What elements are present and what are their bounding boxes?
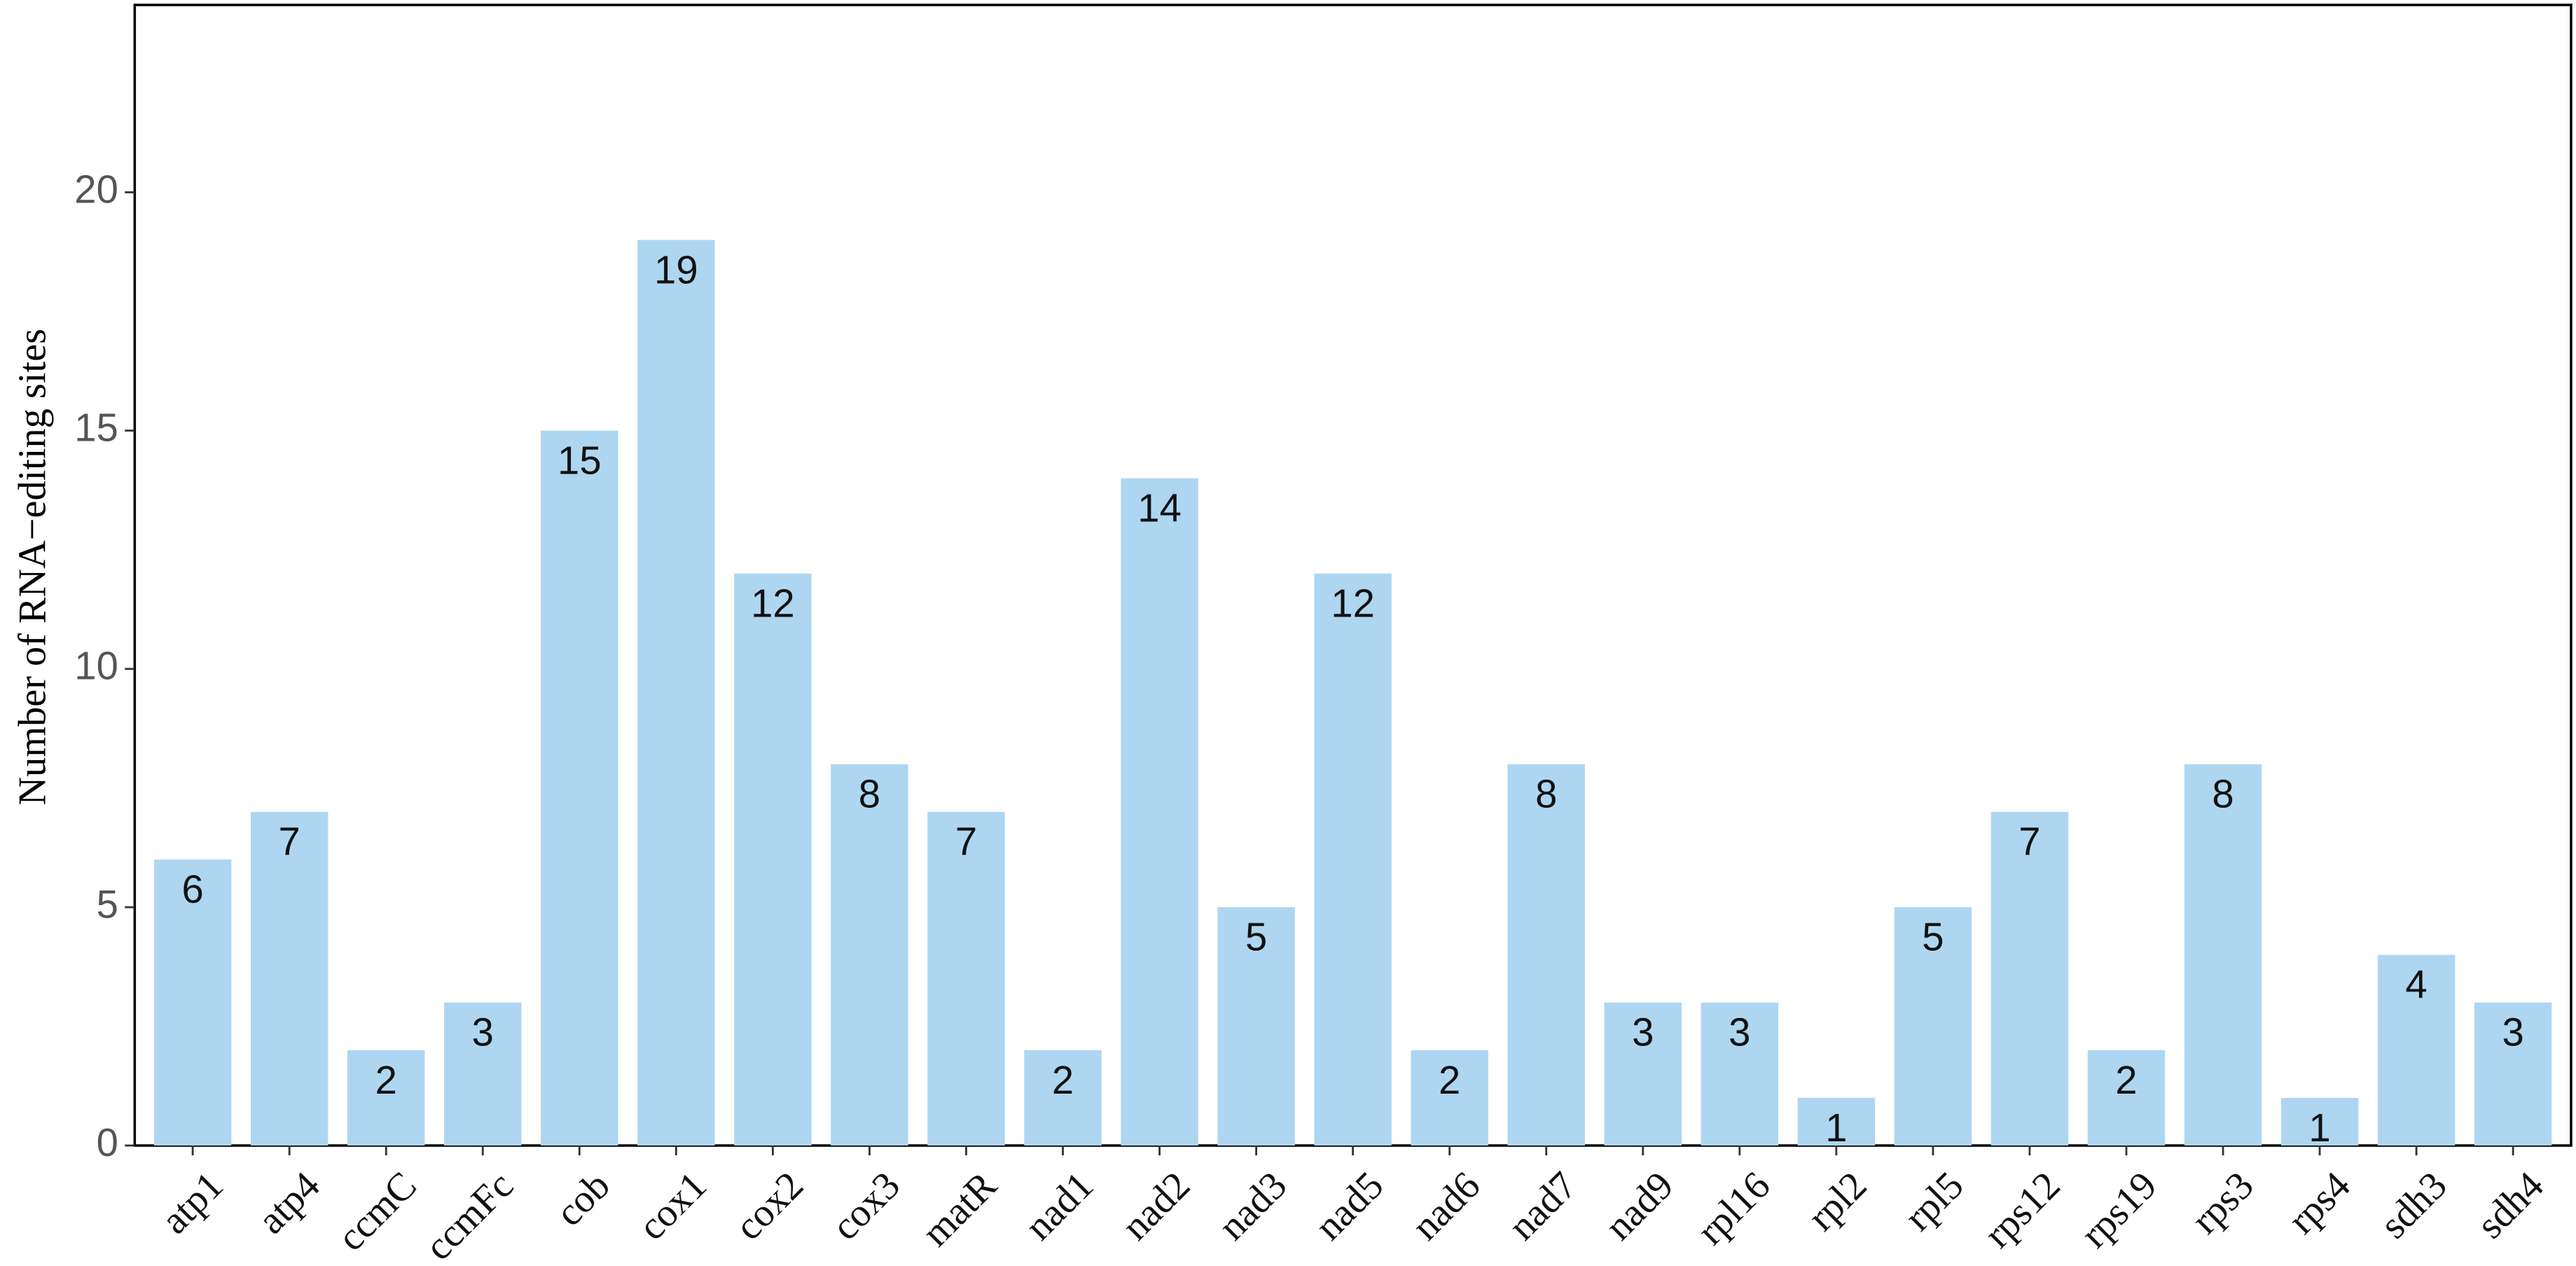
bar-value-label: 6 bbox=[182, 867, 204, 911]
x-tick-label: nad3 bbox=[1210, 1164, 1295, 1248]
bar-value-label: 8 bbox=[2212, 772, 2234, 816]
bar bbox=[927, 811, 1005, 1146]
bar bbox=[1797, 1098, 1876, 1146]
x-tick-label: rpl2 bbox=[1800, 1164, 1876, 1239]
bar-value-label: 19 bbox=[654, 247, 698, 291]
bar-value-label: 14 bbox=[1137, 486, 1182, 530]
x-tick-label: nad9 bbox=[1597, 1164, 1682, 1248]
bar bbox=[1604, 1002, 1682, 1146]
x-tick-label: rps19 bbox=[2072, 1164, 2165, 1256]
x-tick-label: cox2 bbox=[727, 1164, 812, 1248]
x-tick-label: nad2 bbox=[1114, 1164, 1198, 1248]
bar bbox=[734, 573, 812, 1146]
bar bbox=[2087, 1050, 2166, 1146]
bar bbox=[1507, 764, 1585, 1146]
x-tick-label: nad1 bbox=[1017, 1164, 1102, 1248]
bar-value-label: 3 bbox=[472, 1010, 494, 1054]
bar bbox=[637, 240, 715, 1146]
bar bbox=[831, 764, 908, 1146]
y-tick-label: 15 bbox=[74, 405, 118, 449]
bar bbox=[2280, 1098, 2359, 1146]
bar bbox=[2184, 764, 2262, 1146]
bar-value-label: 8 bbox=[859, 772, 880, 816]
bar-value-label: 12 bbox=[1331, 581, 1375, 625]
bar bbox=[1894, 907, 1972, 1146]
bar-value-label: 2 bbox=[375, 1058, 397, 1102]
x-tick-label: nad6 bbox=[1404, 1164, 1488, 1248]
x-tick-label: ccmFc bbox=[417, 1164, 522, 1266]
x-tick-label: atp4 bbox=[250, 1164, 328, 1242]
y-tick-label: 5 bbox=[97, 882, 118, 926]
bar-value-label: 2 bbox=[2115, 1058, 2137, 1102]
bar-value-label: 4 bbox=[2405, 963, 2427, 1007]
bar bbox=[1121, 478, 1198, 1146]
bar bbox=[2377, 954, 2456, 1146]
bar bbox=[444, 1002, 522, 1146]
x-tick-label: rps3 bbox=[2183, 1164, 2262, 1242]
bar-value-label: 1 bbox=[1825, 1106, 1847, 1150]
x-tick-label: nad5 bbox=[1307, 1164, 1392, 1248]
bar bbox=[347, 1050, 425, 1146]
bar bbox=[1217, 907, 1295, 1146]
bar bbox=[541, 430, 618, 1146]
bar-value-label: 12 bbox=[751, 581, 795, 625]
bar bbox=[1990, 811, 2069, 1146]
bar-value-label: 2 bbox=[1052, 1058, 1074, 1102]
bar-value-label: 3 bbox=[2502, 1010, 2523, 1054]
bar-value-label: 7 bbox=[279, 820, 300, 864]
x-tick-label: rpl5 bbox=[1897, 1164, 1972, 1239]
x-tick-label: cox3 bbox=[824, 1164, 908, 1248]
bar-value-label: 1 bbox=[2308, 1106, 2330, 1150]
x-tick-label: matR bbox=[914, 1164, 1005, 1255]
bar bbox=[1701, 1002, 1779, 1146]
x-tick-label: rpl16 bbox=[1689, 1164, 1779, 1253]
bar-value-label: 7 bbox=[2018, 820, 2040, 864]
x-tick-label: rps4 bbox=[2280, 1164, 2358, 1242]
x-tick-label: sdh4 bbox=[2469, 1164, 2552, 1247]
bar-value-label: 3 bbox=[1632, 1010, 1654, 1054]
bar-value-label: 5 bbox=[1922, 915, 1944, 959]
y-tick-label: 0 bbox=[97, 1120, 118, 1164]
bar-value-label: 5 bbox=[1245, 915, 1267, 959]
y-tick-label: 20 bbox=[74, 167, 118, 211]
bar-value-label: 15 bbox=[558, 438, 602, 482]
bar bbox=[250, 811, 328, 1146]
bar-value-label: 2 bbox=[1439, 1058, 1460, 1102]
x-tick-label: cob bbox=[548, 1164, 618, 1234]
bar bbox=[1411, 1050, 1488, 1146]
bar-value-label: 3 bbox=[1729, 1010, 1750, 1054]
x-tick-label: rps12 bbox=[1976, 1164, 2068, 1256]
bar bbox=[153, 859, 232, 1146]
bar bbox=[2474, 1002, 2552, 1146]
x-tick-label: cox1 bbox=[630, 1164, 715, 1248]
bar-value-label: 7 bbox=[955, 820, 977, 864]
bar bbox=[1024, 1050, 1102, 1146]
x-tick-label: sdh3 bbox=[2372, 1164, 2456, 1247]
bar bbox=[1314, 573, 1392, 1146]
bar-value-label: 8 bbox=[1535, 772, 1557, 816]
y-axis-title: Number of RNA−editing sites bbox=[11, 329, 55, 805]
x-tick-label: nad7 bbox=[1500, 1164, 1585, 1248]
x-tick-label: ccmC bbox=[329, 1164, 425, 1260]
y-tick-label: 10 bbox=[74, 644, 118, 688]
x-tick-label: atp1 bbox=[153, 1164, 231, 1242]
